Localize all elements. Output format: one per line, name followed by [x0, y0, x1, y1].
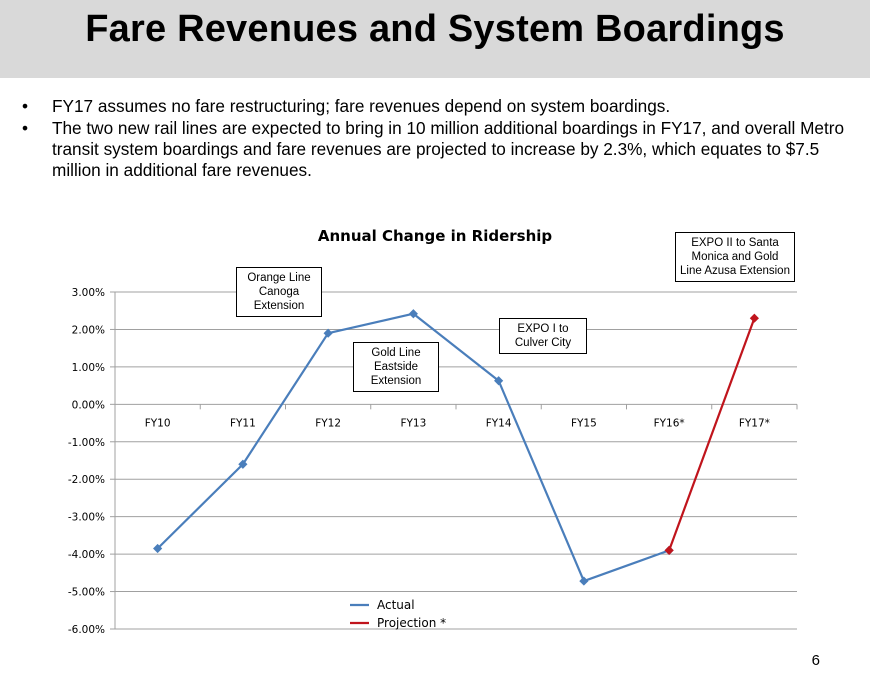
annotation-expo-1: EXPO I to Culver City	[499, 318, 587, 354]
page-number: 6	[811, 652, 820, 669]
bullet-list: • FY17 assumes no fare restructuring; fa…	[22, 96, 862, 182]
actual-data-point	[323, 328, 333, 338]
x-category-label: FY16*	[654, 417, 685, 429]
bullet-item: • The two new rail lines are expected to…	[22, 118, 862, 181]
actual-data-point	[579, 576, 589, 586]
page-title: Fare Revenues and System Boardings	[85, 8, 785, 50]
legend-label: Actual	[377, 598, 415, 612]
projection-data-point	[664, 545, 674, 555]
x-category-label: FY15	[571, 417, 597, 429]
actual-data-point	[153, 543, 163, 554]
projection-data-point	[749, 313, 759, 323]
legend-label: Projection *	[377, 616, 446, 630]
annotation-expo-2: EXPO II to Santa Monica and Gold Line Az…	[675, 232, 795, 282]
y-tick-label: 0.00%	[72, 399, 105, 411]
y-tick-label: 2.00%	[72, 324, 105, 336]
bullet-item: • FY17 assumes no fare restructuring; fa…	[22, 96, 862, 117]
x-category-label: FY13	[400, 417, 426, 429]
y-tick-label: 3.00%	[72, 287, 105, 299]
x-category-label: FY10	[145, 417, 171, 429]
x-category-label: FY12	[315, 417, 341, 429]
x-category-label: FY17*	[739, 417, 770, 429]
y-tick-label: -6.00%	[68, 624, 105, 636]
bullet-marker: •	[22, 118, 29, 138]
bullet-text: The two new rail lines are expected to b…	[52, 118, 845, 180]
actual-data-point	[408, 309, 418, 319]
x-category-label: FY14	[486, 417, 512, 429]
bullet-text: FY17 assumes no fare restructuring; fare…	[52, 96, 671, 116]
x-category-label: FY11	[230, 417, 256, 429]
y-tick-label: -2.00%	[68, 474, 105, 486]
y-tick-label: -4.00%	[68, 549, 105, 561]
y-tick-label: -5.00%	[68, 587, 105, 599]
chart-title: Annual Change in Ridership	[318, 227, 553, 245]
y-tick-label: 1.00%	[72, 362, 105, 374]
y-tick-label: -3.00%	[68, 512, 105, 524]
annotation-orange-line: Orange Line Canoga Extension	[236, 267, 322, 317]
bullet-marker: •	[22, 96, 29, 116]
actual-data-point	[238, 459, 248, 469]
ridership-chart: Annual Change in Ridership 3.00% 2.00% 1.0…	[68, 227, 798, 636]
title-bar: Fare Revenues and System Boardings	[0, 0, 870, 78]
projection-series-line	[668, 317, 756, 551]
y-tick-label: -1.00%	[68, 437, 105, 449]
annotation-gold-line-eastside: Gold Line Eastside Extension	[353, 342, 439, 392]
